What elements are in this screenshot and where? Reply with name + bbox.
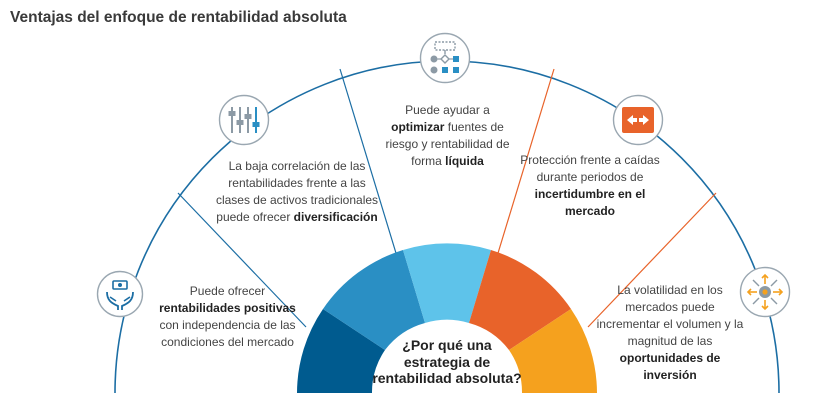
sliders-icon bbox=[218, 94, 270, 146]
segment-3-text-bold-2: líquida bbox=[445, 154, 484, 168]
hands-money-icon bbox=[96, 270, 144, 318]
target-arrows-icon bbox=[739, 266, 791, 318]
divider-line-3 bbox=[494, 68, 555, 264]
segment-3-text: Puede ayudar a optimizar fuentes de ries… bbox=[380, 102, 515, 170]
divider-line-1 bbox=[177, 192, 307, 328]
segment-3-arc bbox=[403, 243, 491, 323]
segment-1-arc bbox=[297, 309, 385, 393]
segment-4-text-a: Protección frente a caídas durante perio… bbox=[520, 153, 660, 184]
segment-3-text-b: fuentes de riesgo y rentabilidad de form… bbox=[385, 120, 510, 168]
divider-line-4 bbox=[587, 192, 717, 328]
segment-5-text-bold: oportunidades de inversión bbox=[619, 351, 721, 382]
segment-2-text-bold: diversificación bbox=[293, 210, 378, 224]
segment-5-arc bbox=[509, 309, 597, 393]
center-question: ¿Por qué una estrategia de rentabilidad … bbox=[362, 337, 532, 387]
segment-1-text-a: Puede ofrecer bbox=[189, 284, 266, 298]
segment-1-text: Puede ofrecer rentabilidades positivas c… bbox=[150, 283, 305, 351]
center-question-line-2: estrategia de bbox=[403, 353, 491, 370]
flowchart-icon bbox=[419, 32, 471, 84]
segment-1-text-bold: rentabilidades positivas bbox=[159, 301, 296, 315]
segment-1-text-b: con independencia de las condiciones del… bbox=[159, 318, 296, 349]
segment-2-arc bbox=[323, 250, 425, 350]
segment-3-text-a: Puede ayudar a bbox=[405, 103, 490, 117]
center-question-line-1: ¿Por qué una bbox=[402, 337, 492, 353]
center-question-line-3: rentabilidad absoluta? bbox=[372, 370, 522, 386]
segment-4-arc bbox=[469, 250, 571, 350]
page-title: Ventajas del enfoque de rentabilidad abs… bbox=[10, 9, 347, 26]
segment-5-text: La volatilidad en los mercados puede inc… bbox=[595, 282, 745, 384]
segment-2-text-a: La baja correlación de las rentabilidade… bbox=[215, 159, 379, 224]
segment-4-text-bold: incertidumbre en el mercado bbox=[534, 187, 646, 218]
left-right-arrows-icon bbox=[612, 94, 664, 146]
divider-line-2 bbox=[339, 68, 400, 264]
segment-2-text: La baja correlación de las rentabilidade… bbox=[212, 158, 382, 226]
segment-5-text-a: La volatilidad en los mercados puede inc… bbox=[596, 283, 744, 348]
segment-4-text: Protección frente a caídas durante perio… bbox=[520, 152, 660, 220]
segment-3-text-bold-1: optimizar bbox=[391, 120, 445, 134]
